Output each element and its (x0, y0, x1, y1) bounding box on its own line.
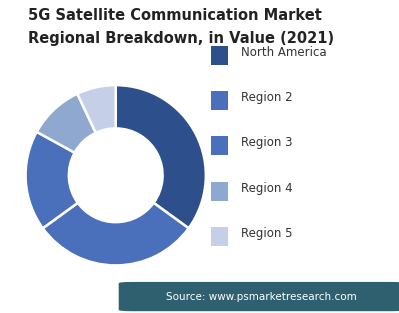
Text: 5G Satellite Communication Market: 5G Satellite Communication Market (28, 8, 322, 23)
Wedge shape (26, 132, 78, 228)
Bar (211, 227, 228, 246)
Wedge shape (77, 85, 116, 133)
Bar (211, 91, 228, 110)
Text: Region 3: Region 3 (241, 136, 293, 149)
Circle shape (69, 128, 162, 222)
Bar (211, 46, 228, 65)
Bar (211, 182, 228, 201)
Text: Region 2: Region 2 (241, 91, 293, 104)
Wedge shape (43, 203, 189, 265)
Text: Regional Breakdown, in Value (2021): Regional Breakdown, in Value (2021) (28, 31, 334, 46)
Wedge shape (37, 94, 96, 153)
Text: Region 5: Region 5 (241, 227, 293, 240)
FancyBboxPatch shape (119, 282, 399, 311)
Text: North America: North America (241, 46, 327, 59)
Text: Region 4: Region 4 (241, 182, 293, 194)
Wedge shape (116, 85, 206, 228)
Bar (211, 136, 228, 156)
Text: Source: www.psmarketresearch.com: Source: www.psmarketresearch.com (166, 292, 357, 301)
